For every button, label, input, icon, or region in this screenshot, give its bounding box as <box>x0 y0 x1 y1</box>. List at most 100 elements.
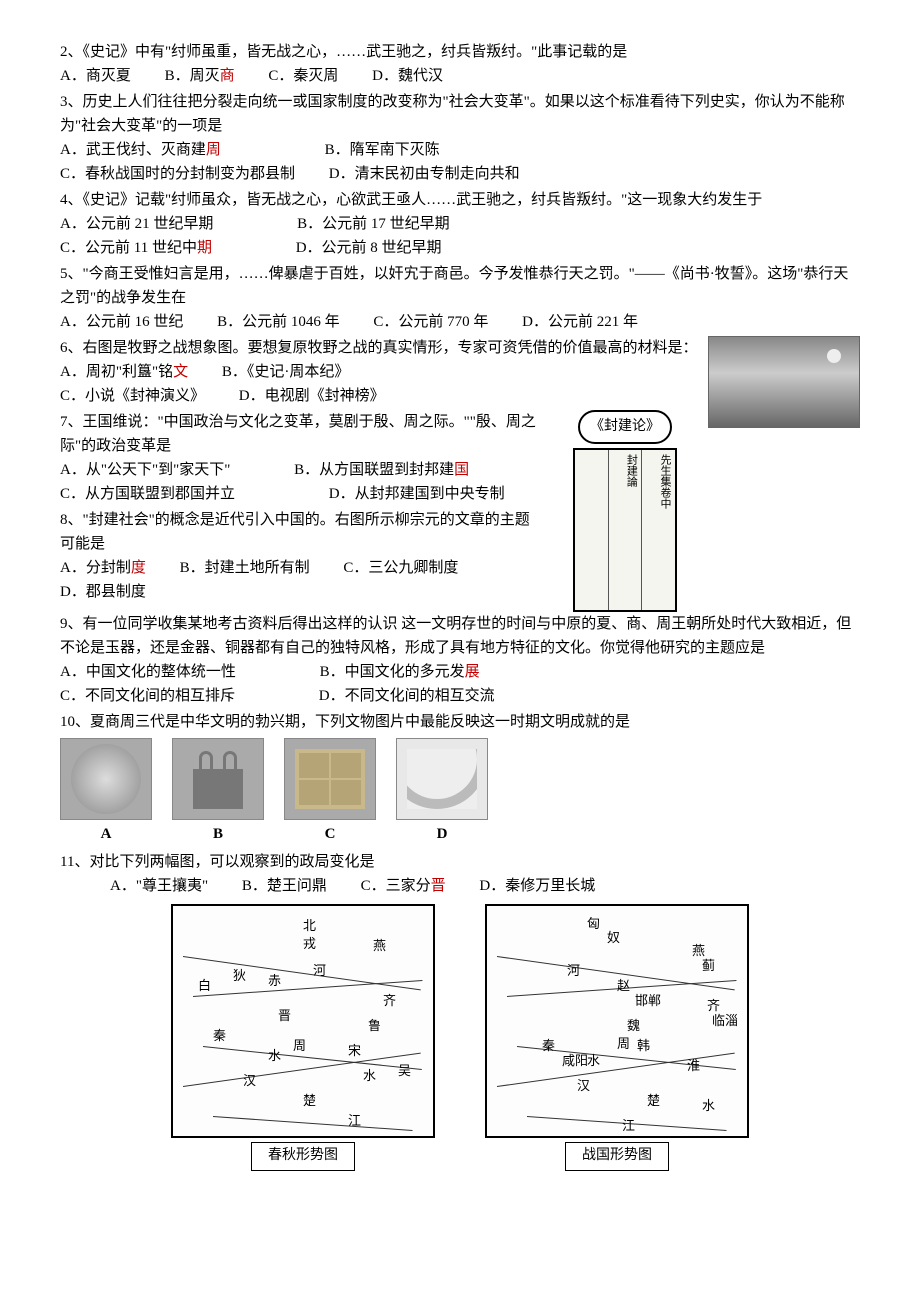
q2-opt-b: B．周灭商 <box>165 64 235 88</box>
q8-opt-c: C．三公九卿制度 <box>343 556 458 580</box>
q7-options: A．从"公天下"到"家天下" B．从方国联盟到封邦建国 C．从方国联盟到郡国并立… <box>60 458 860 506</box>
q6-opt-a: A．周初"利簋"铭文 <box>60 360 188 384</box>
map2-label: 战国形势图 <box>565 1142 669 1170</box>
q3-opt-a-hl: 周 <box>206 142 221 158</box>
map-state-label: 周 <box>617 1034 630 1055</box>
q8-opt-a-text: A．分封制 <box>60 560 131 576</box>
q8-options: A．分封制度 B．封建土地所有制 C．三公九卿制度 D．郡县制度 <box>60 556 860 604</box>
map-state-label: 狄 <box>233 966 246 987</box>
map-state-label: 水 <box>268 1046 281 1067</box>
q8-opt-d: D．郡县制度 <box>60 580 146 604</box>
artifact-b-label: B <box>172 822 264 846</box>
q5-opt-b: B．公元前 1046 年 <box>217 310 340 334</box>
q4-opt-c-hl: 期 <box>197 240 212 256</box>
q11-text: 11、对比下列两幅图，可以观察到的政局变化是 <box>60 850 860 874</box>
question-11: 11、对比下列两幅图，可以观察到的政局变化是 A．"尊王攘夷" B．楚王问鼎 C… <box>60 850 860 1170</box>
q9-opt-a: A．中国文化的整体统一性 <box>60 660 236 684</box>
map-state-label: 赤 <box>268 971 281 992</box>
map-row: 北戎白狄赤秦晋河燕齐鲁周宋水吴汉楚江水 春秋形势图 匈奴燕蓟河赵邯郸齐临淄魏周韩… <box>60 904 860 1170</box>
q2-opt-a: A．商灭夏 <box>60 64 131 88</box>
q9-opt-b-text: B．中国文化的多元发 <box>320 664 465 680</box>
question-10: 10、夏商周三代是中华文明的勃兴期，下列文物图片中最能反映这一时期文明成就的是 … <box>60 710 860 846</box>
q7-opt-a: A．从"公天下"到"家天下" <box>60 458 230 482</box>
q3-opt-a: A．武王伐纣、灭商建周 <box>60 138 221 162</box>
map2-container: 匈奴燕蓟河赵邯郸齐临淄魏周韩秦咸阳水淮汉楚水江 战国形势图 <box>485 904 749 1170</box>
fengjian-figure: 《封建论》 封建論 先生集卷中 <box>550 410 700 612</box>
q7-opt-c: C．从方国联盟到郡国并立 <box>60 482 235 506</box>
map-state-label: 燕 <box>373 936 386 957</box>
q8-opt-a: A．分封制度 <box>60 556 146 580</box>
book-col-1 <box>575 450 609 610</box>
map-state-label: 水 <box>363 1066 376 1087</box>
map2-zhanguo: 匈奴燕蓟河赵邯郸齐临淄魏周韩秦咸阳水淮汉楚水江 <box>485 904 749 1138</box>
q4-opt-c-text: C．公元前 11 世纪中 <box>60 240 197 256</box>
question-5: 5、"今商王受惟妇言是用，……俾暴虐于百姓，以奸宄于商邑。今予发惟恭行天之罚。"… <box>60 262 860 334</box>
q2-opt-d: D．魏代汉 <box>372 64 443 88</box>
map-state-label: 奴 <box>607 928 620 949</box>
map-state-label: 蓟 <box>702 956 715 977</box>
artifact-a-label: A <box>60 822 152 846</box>
artifact-a: A <box>60 738 152 846</box>
map-state-label: 晋 <box>278 1006 291 1027</box>
q9-opt-c: C．不同文化间的相互排斥 <box>60 684 235 708</box>
map-state-label: 鲁 <box>368 1016 381 1037</box>
map-state-label: 韩 <box>637 1036 650 1057</box>
map-state-label: 江 <box>348 1111 361 1132</box>
artifact-d-label: D <box>396 822 488 846</box>
map-state-label: 周 <box>293 1036 306 1057</box>
q7-opt-d: D．从封邦建国到中央专制 <box>329 482 505 506</box>
question-3: 3、历史上人们往往把分裂走向统一或国家制度的改变称为"社会大变革"。如果以这个标… <box>60 90 860 186</box>
q6-opt-b: B．《史记·周本纪》 <box>222 360 350 384</box>
q11-opt-c-hl: 晋 <box>431 878 446 894</box>
q11-opt-d: D．秦修万里长城 <box>479 874 595 898</box>
fengjian-book-image: 封建論 先生集卷中 <box>573 448 677 612</box>
q3-opt-c: C．春秋战国时的分封制变为郡县制 <box>60 162 295 186</box>
q11-opt-c-text: C．三家分 <box>361 878 431 894</box>
q8-text: 8、"封建社会"的概念是近代引入中国的。右图所示柳宗元的文章的主题可能是 <box>60 508 860 556</box>
map-state-label: 水 <box>587 1051 600 1072</box>
map-state-label: 汉 <box>577 1076 590 1097</box>
q2-opt-b-text: B．周灭 <box>165 68 220 84</box>
map1-label: 春秋形势图 <box>251 1142 355 1170</box>
q8-opt-a-hl: 度 <box>131 560 146 576</box>
q4-opt-d: D．公元前 8 世纪早期 <box>296 236 442 260</box>
artifact-c: C <box>284 738 376 846</box>
q2-options: A．商灭夏 B．周灭商 C．秦灭周 D．魏代汉 <box>60 64 860 88</box>
map-state-label: 匈 <box>587 914 600 935</box>
q4-opt-c: C．公元前 11 世纪中期 <box>60 236 212 260</box>
map-state-label: 戎 <box>303 934 316 955</box>
q5-opt-a: A．公元前 16 世纪 <box>60 310 183 334</box>
question-2: 2、《史记》中有"纣师虽重，皆无战之心，……武王驰之，纣兵皆叛纣。"此事记载的是… <box>60 40 860 88</box>
map-state-label: 水 <box>702 1096 715 1117</box>
q3-text: 3、历史上人们往往把分裂走向统一或国家制度的改变称为"社会大变革"。如果以这个标… <box>60 90 860 138</box>
map-state-label: 淮 <box>687 1056 700 1077</box>
book-col-3: 先生集卷中 <box>642 450 675 610</box>
map-state-label: 汉 <box>243 1071 256 1092</box>
map-state-label: 白 <box>198 976 211 997</box>
map1-container: 北戎白狄赤秦晋河燕齐鲁周宋水吴汉楚江水 春秋形势图 <box>171 904 435 1170</box>
q6-opt-a-hl: 文 <box>173 364 188 380</box>
map-state-label: 齐 <box>383 991 396 1012</box>
artifact-a-image <box>60 738 152 820</box>
q3-opt-d: D．清末民初由专制走向共和 <box>329 162 520 186</box>
artifact-d-image <box>396 738 488 820</box>
fengjian-bubble: 《封建论》 <box>578 410 672 444</box>
q11-opt-b: B．楚王问鼎 <box>242 874 327 898</box>
map1-chunqiu: 北戎白狄赤秦晋河燕齐鲁周宋水吴汉楚江水 <box>171 904 435 1138</box>
map-state-label: 江 <box>622 1116 635 1137</box>
q5-opt-d: D．公元前 221 年 <box>522 310 638 334</box>
q7-opt-b-hl: 国 <box>454 462 469 478</box>
q6-opt-d: D．电视剧《封神榜》 <box>239 384 385 408</box>
map-state-label: 吴 <box>398 1061 411 1082</box>
q11-opt-c: C．三家分晋 <box>361 874 446 898</box>
q3-options: A．武王伐纣、灭商建周 B．隋军南下灭陈 C．春秋战国时的分封制变为郡县制 D．… <box>60 138 860 186</box>
artifact-d: D <box>396 738 488 846</box>
q4-opt-b: B．公元前 17 世纪早期 <box>297 212 450 236</box>
q9-text: 9、有一位同学收集某地考古资料后得出这样的认识 这一文明存世的时间与中原的夏、商… <box>60 612 860 660</box>
q5-options: A．公元前 16 世纪 B．公元前 1046 年 C．公元前 770 年 D．公… <box>60 310 860 334</box>
book-col-2: 封建論 <box>609 450 643 610</box>
map-state-label: 楚 <box>303 1091 316 1112</box>
map-state-label: 秦 <box>213 1026 226 1047</box>
map-state-label: 楚 <box>647 1091 660 1112</box>
map-state-label: 邯郸 <box>635 991 661 1012</box>
